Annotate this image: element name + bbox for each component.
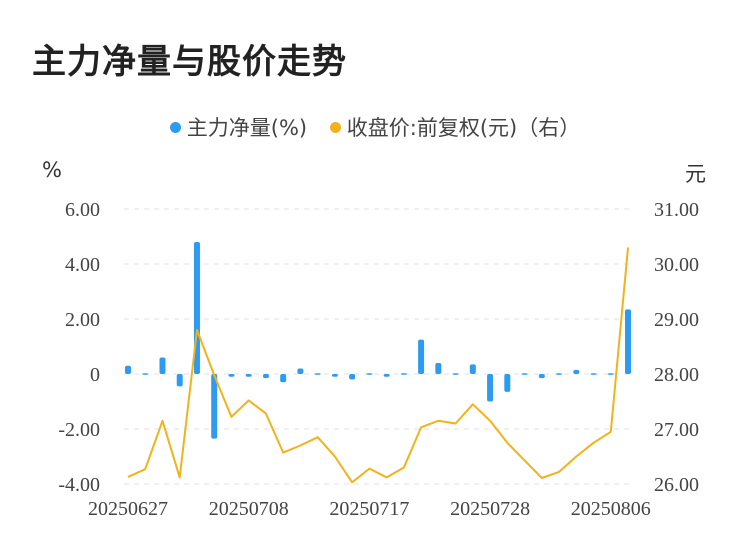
bar-net-flow <box>125 365 131 374</box>
left-tick-label: -2.00 <box>58 419 100 441</box>
bar-net-flow <box>211 374 218 439</box>
left-axis-ticks: -4.00 -2.00 0 2.00 4.00 6.00 <box>58 199 100 496</box>
legend-item-net-flow[interactable]: 主力净量(%) <box>169 112 308 142</box>
bar-net-flow <box>314 373 321 375</box>
bar-net-flow <box>142 373 149 375</box>
x-tick-label: 20250627 <box>88 498 168 520</box>
x-tick-label: 20250717 <box>329 498 409 520</box>
bar-net-flow <box>573 369 580 374</box>
bar-net-flow <box>487 374 494 402</box>
right-tick-label: 28.00 <box>654 364 699 386</box>
bar-net-flow <box>349 374 356 380</box>
right-axis-unit: 元 <box>685 162 706 186</box>
right-axis-ticks: 26.00 27.00 28.00 29.00 30.00 31.00 <box>654 199 699 496</box>
bar-net-flow <box>538 374 545 379</box>
right-tick-label: 27.00 <box>654 419 699 441</box>
bar-net-flow <box>625 309 631 374</box>
bar-net-flow <box>452 373 459 375</box>
bar-net-flow <box>383 374 390 377</box>
bar-net-flow <box>590 373 597 375</box>
left-tick-label: 2.00 <box>65 309 100 331</box>
bar-net-flow <box>469 364 476 374</box>
bar-net-flow <box>418 339 425 374</box>
legend-dot-close-price <box>329 122 341 133</box>
legend-item-close-price[interactable]: 收盘价:前复权(元)（右） <box>329 112 581 142</box>
left-tick-label: 4.00 <box>65 254 100 276</box>
left-tick-label: 6.00 <box>65 199 100 221</box>
bar-net-flow <box>400 373 407 375</box>
left-tick-label: 0 <box>90 364 100 386</box>
line-close-price <box>127 247 629 484</box>
bar-net-flow <box>504 374 511 392</box>
right-tick-label: 30.00 <box>654 254 699 276</box>
bar-net-flow <box>435 363 442 374</box>
legend: 主力净量(%) 收盘价:前复权(元)（右） <box>0 112 750 142</box>
x-tick-label: 20250708 <box>209 498 289 520</box>
bar-net-flow <box>521 373 528 375</box>
x-tick-label: 20250806 <box>571 498 651 520</box>
bar-net-flow <box>331 374 338 377</box>
bar-net-flow <box>262 374 269 379</box>
bar-net-flow <box>159 357 166 374</box>
legend-label-close-price: 收盘价:前复权(元)（右） <box>346 116 581 140</box>
x-tick-label: 20250728 <box>450 498 530 520</box>
bar-net-flow <box>607 373 614 375</box>
left-axis-unit: % <box>42 158 62 182</box>
right-tick-label: 31.00 <box>654 199 699 221</box>
x-axis-ticks: 20250627 20250708 20250717 20250728 20250806 <box>88 498 651 520</box>
legend-label-net-flow: 主力净量(%) <box>186 116 308 140</box>
bar-net-flow <box>176 374 183 387</box>
bar-net-flow <box>297 368 304 374</box>
line-series <box>127 247 629 484</box>
bar-net-flow <box>228 374 235 377</box>
bar-net-flow <box>280 374 287 383</box>
bar-net-flow <box>366 373 373 375</box>
legend-dot-net-flow <box>169 122 181 133</box>
grid-layer <box>124 208 632 485</box>
left-tick-label: -4.00 <box>58 474 100 496</box>
chart-title: 主力净量与股价走势 <box>32 42 347 82</box>
bar-net-flow <box>245 374 252 377</box>
bar-net-flow <box>556 373 563 375</box>
right-tick-label: 29.00 <box>654 309 699 331</box>
right-tick-label: 26.00 <box>654 474 699 496</box>
